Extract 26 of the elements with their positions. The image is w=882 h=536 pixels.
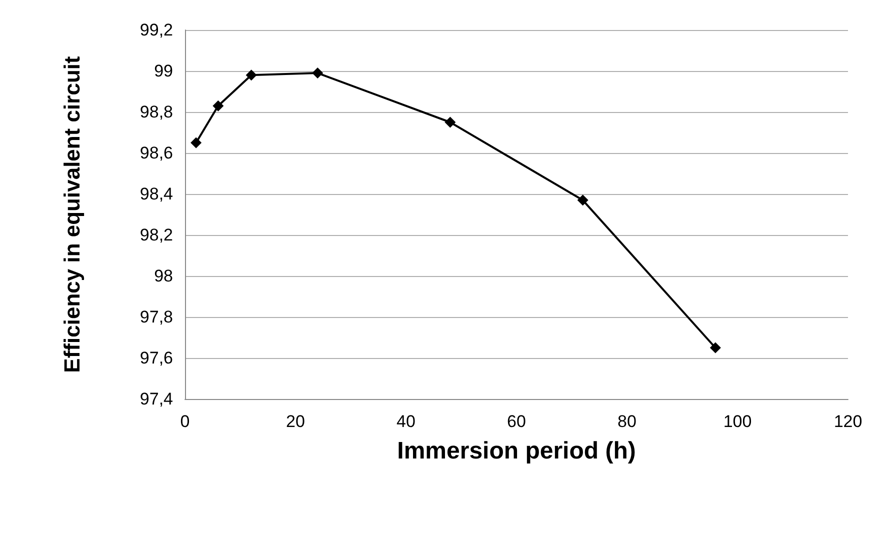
point	[190, 137, 202, 148]
x-tick-label: 100	[723, 412, 752, 431]
point	[577, 194, 588, 206]
point	[246, 70, 257, 81]
y-tick-label: 99,2	[140, 20, 173, 40]
y-tick-label: 99	[154, 62, 173, 80]
x-tick-label: 40	[396, 412, 416, 431]
x-tick-label: 0	[180, 412, 190, 431]
x-axis-title: Immersion period (h)	[397, 438, 636, 464]
y-tick-label: 97,6	[140, 348, 173, 368]
point	[710, 342, 721, 354]
y-tick-label: 98,8	[140, 102, 173, 122]
point	[312, 68, 324, 79]
point	[212, 100, 224, 112]
x-tick-label: 20	[286, 412, 305, 431]
point	[444, 116, 456, 128]
x-tick-label: 120	[834, 412, 862, 431]
x-tick-label: 60	[507, 412, 526, 431]
y-axis-title: Efficiency in equivalent circuit	[60, 56, 84, 373]
y-tick-label: 98	[154, 266, 173, 286]
y-tick-label: 97,4	[140, 390, 173, 408]
y-tick-label: 98,4	[140, 184, 173, 204]
y-tick-label: 97,8	[140, 308, 173, 326]
x-tick-label: 80	[618, 412, 636, 431]
y-tick-label: 98,6	[140, 144, 173, 162]
y-tick-label: 98,2	[140, 226, 173, 244]
